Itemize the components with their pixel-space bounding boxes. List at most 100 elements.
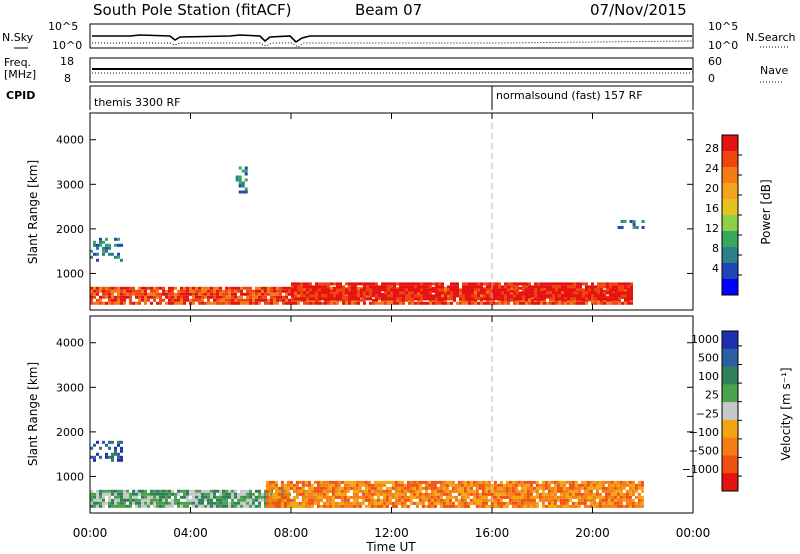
heatmap-cell — [177, 492, 180, 496]
heatmap-cell — [510, 289, 513, 293]
heatmap-cell — [93, 252, 96, 256]
heatmap-cell — [358, 504, 362, 508]
heatmap-cell — [394, 489, 398, 493]
heatmap-cell — [268, 495, 272, 499]
heatmap-cell — [102, 492, 105, 496]
heatmap-cell — [445, 495, 449, 499]
heatmap-cell — [562, 480, 566, 484]
heatmap-cell — [192, 289, 195, 293]
heatmap-cell — [412, 486, 416, 490]
heatmap-cell — [598, 480, 602, 484]
heatmap-cell — [201, 301, 204, 305]
heatmap-cell — [144, 495, 147, 499]
heatmap-cell — [390, 285, 393, 289]
heatmap-cell — [189, 286, 192, 290]
heatmap-cell — [567, 291, 570, 295]
heatmap-cell — [298, 492, 302, 496]
heatmap-cell — [108, 501, 111, 505]
heatmap-cell — [523, 483, 527, 487]
heatmap-cell — [396, 282, 399, 286]
freq-tick-top: 18 — [60, 55, 74, 68]
heatmap-cell — [562, 498, 566, 502]
heatmap-cell — [556, 498, 560, 502]
heatmap-cell — [135, 292, 138, 296]
heatmap-cell — [445, 498, 449, 502]
heatmap-cell — [222, 495, 225, 499]
heatmap-cell — [219, 489, 222, 493]
heatmap-cell — [129, 498, 132, 502]
heatmap-cell — [174, 292, 177, 296]
heatmap-cell — [463, 486, 467, 490]
heatmap-cell — [129, 501, 132, 505]
heatmap-cell — [574, 501, 578, 505]
heatmap-cell — [120, 495, 123, 499]
beam-label: Beam 07 — [355, 1, 422, 19]
heatmap-cell — [498, 288, 501, 292]
heatmap-cell — [330, 297, 333, 301]
heatmap-cell — [304, 492, 308, 496]
heatmap-cell — [346, 495, 350, 499]
heatmap-cell — [469, 483, 473, 487]
heatmap-cell — [555, 297, 558, 301]
heatmap-cell — [301, 489, 305, 493]
heatmap-cell — [508, 489, 512, 493]
heatmap-cell — [573, 285, 576, 289]
heatmap-cell — [595, 504, 599, 508]
heatmap-cell — [138, 504, 141, 508]
heatmap-cell — [195, 295, 198, 299]
heatmap-cell — [418, 495, 422, 499]
heatmap-cell — [327, 297, 330, 301]
heatmap-cell — [489, 285, 492, 289]
heatmap-cell — [102, 440, 105, 444]
heatmap-cell — [514, 492, 518, 496]
heatmap-cell — [622, 483, 626, 487]
heatmap-cell — [529, 486, 533, 490]
heatmap-cell — [610, 498, 614, 502]
heatmap-cell — [117, 501, 120, 505]
heatmap-cell — [543, 294, 546, 298]
heatmap-cell — [603, 301, 606, 305]
heatmap-cell — [292, 501, 296, 505]
heatmap-cell — [441, 288, 444, 292]
heatmap-cell — [445, 492, 449, 496]
heatmap-cell — [592, 486, 596, 490]
heatmap-cell — [576, 294, 579, 298]
heatmap-cell — [553, 492, 557, 496]
nsearch-tick-top: 10^5 — [708, 20, 738, 33]
heatmap-cell — [207, 501, 210, 505]
heatmap-cell — [423, 282, 426, 286]
heatmap-cell — [204, 498, 207, 502]
heatmap-cell — [300, 285, 303, 289]
heatmap-cell — [369, 285, 372, 289]
heatmap-cell — [120, 458, 123, 462]
heatmap-cell — [207, 492, 210, 496]
heatmap-cell — [234, 495, 237, 499]
heatmap-cell — [624, 282, 627, 286]
heatmap-cell — [108, 286, 111, 290]
heatmap-cell — [496, 504, 500, 508]
heatmap-cell — [426, 282, 429, 286]
heatmap-cell — [510, 298, 513, 302]
heatmap-cell — [520, 489, 524, 493]
heatmap-cell — [550, 480, 554, 484]
heatmap-cell — [469, 501, 473, 505]
heatmap-cell — [414, 294, 417, 298]
heatmap-cell — [549, 288, 552, 292]
heatmap-cell — [513, 297, 516, 301]
heatmap-cell — [601, 504, 605, 508]
heatmap-cell — [102, 292, 105, 296]
heatmap-cell — [483, 297, 486, 301]
heatmap-cell — [336, 282, 339, 286]
heatmap-cell — [375, 294, 378, 298]
heatmap-cell — [543, 297, 546, 301]
heatmap-cell — [444, 289, 447, 293]
heatmap-cell — [310, 486, 314, 490]
heatmap-cell — [606, 285, 609, 289]
heatmap-cell — [616, 486, 620, 490]
heatmap-cell — [613, 501, 617, 505]
heatmap-cell — [538, 492, 542, 496]
heatmap-cell — [147, 298, 150, 302]
heatmap-cell — [421, 495, 425, 499]
heatmap-cell — [585, 297, 588, 301]
heatmap-cell — [430, 504, 434, 508]
